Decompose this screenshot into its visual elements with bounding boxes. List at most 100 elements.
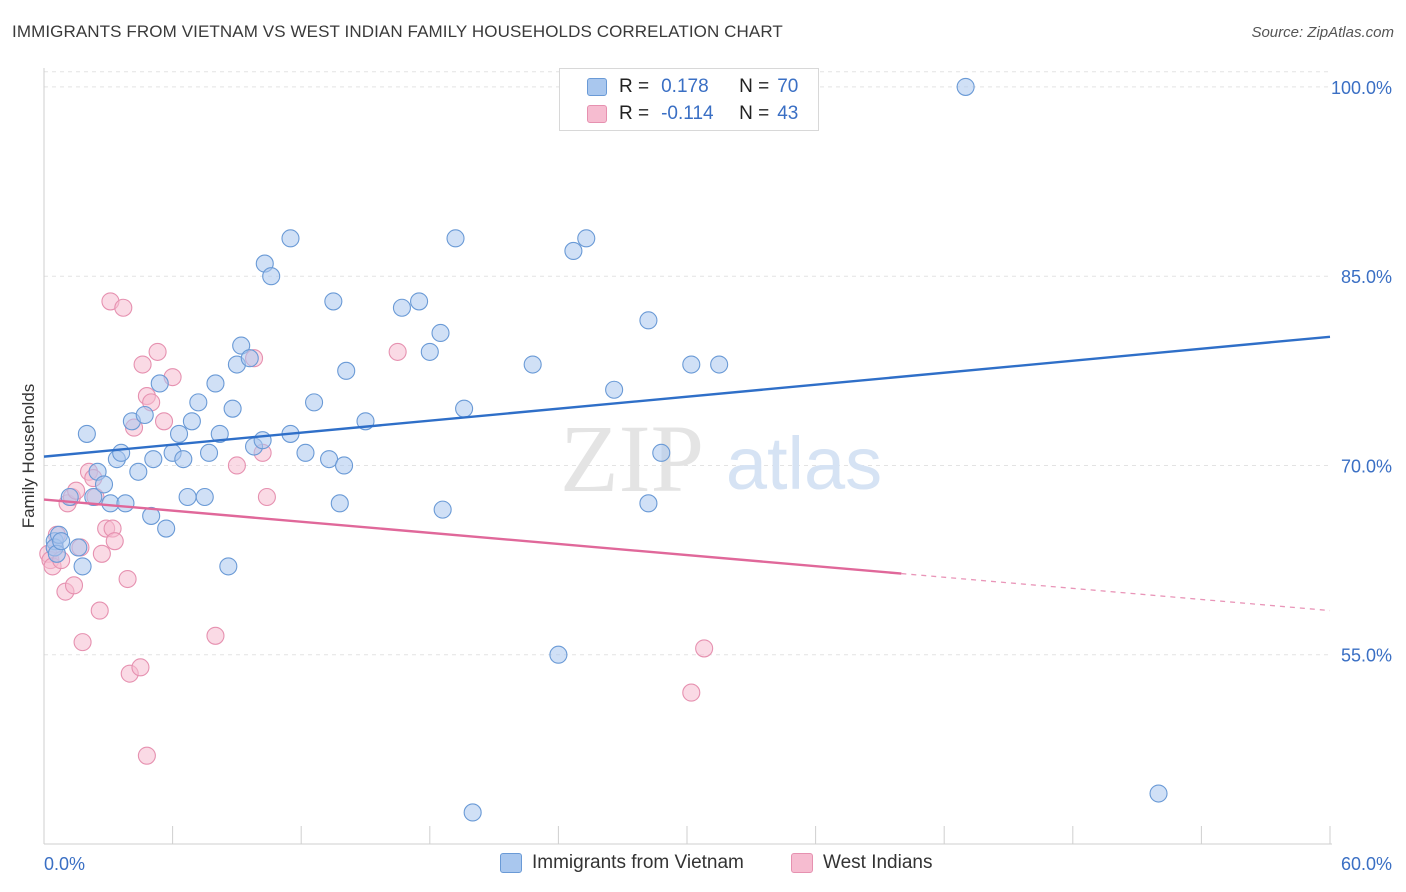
vietnam-point	[144, 450, 163, 469]
legend-row-vietnam: R = 0.178 N = 70	[587, 74, 798, 100]
vietnam-point	[69, 538, 88, 557]
vietnam-point	[956, 77, 975, 96]
vietnam-point	[577, 229, 596, 248]
west-indians-point	[118, 569, 137, 589]
watermark-zip: ZIP	[560, 405, 704, 512]
vietnam-point	[682, 355, 701, 374]
vietnam-point	[335, 456, 354, 475]
vietnam-point	[652, 443, 671, 462]
vietnam-point	[455, 399, 474, 418]
vietnam-point	[135, 405, 154, 425]
legend-r-label: R =	[619, 76, 650, 97]
vietnam-point	[433, 500, 452, 519]
scatter-points	[39, 77, 1168, 822]
vietnam-point	[392, 298, 411, 317]
watermark-atlas: atlas	[726, 422, 882, 505]
y-tick-label: 70.0%	[1341, 456, 1392, 476]
legend-swatch-pink	[587, 105, 607, 123]
vietnam-point	[174, 450, 193, 469]
vietnam-point	[330, 494, 349, 513]
vietnam-point	[564, 241, 583, 261]
west-indians-point	[137, 746, 156, 765]
y-tick-label: 85.0%	[1341, 267, 1392, 287]
legend-n-value: 43	[777, 103, 799, 124]
west-indians-point	[206, 626, 225, 645]
vietnam-point	[639, 311, 658, 330]
legend-n-value: 70	[777, 76, 799, 97]
vietnam-point	[210, 424, 229, 443]
bottom-legend-west-indians: West Indians	[791, 852, 932, 874]
y-tick-label: 100.0%	[1331, 78, 1392, 98]
vietnam-point	[549, 645, 568, 664]
vietnam-point	[639, 494, 658, 513]
legend-swatch-blue	[587, 78, 607, 96]
vietnam-point	[94, 475, 114, 494]
vietnam-point	[219, 557, 238, 576]
vietnam-point	[150, 374, 169, 393]
source-note: Source: ZipAtlas.com	[1251, 24, 1394, 41]
trend-line-solid	[43, 335, 1331, 458]
vietnam-point	[169, 424, 189, 443]
west-indians-point	[105, 532, 124, 551]
vietnam-point	[223, 399, 242, 418]
legend-row-west-indians: R = -0.114 N = 43	[587, 101, 798, 127]
bottom-legend-vietnam: Immigrants from Vietnam	[500, 852, 744, 874]
vietnam-point	[410, 292, 429, 311]
vietnam-point	[195, 487, 214, 507]
x-tick-label-min: 0.0%	[44, 854, 85, 874]
vietnam-point	[84, 487, 103, 507]
west-indians-point	[90, 601, 109, 620]
vietnam-point	[320, 450, 339, 469]
vietnam-point	[73, 557, 92, 576]
vietnam-point	[116, 494, 135, 513]
west-indians-point	[133, 355, 152, 374]
west-indians-point	[92, 544, 111, 563]
correlation-legend: R = 0.178 N = 70 R = -0.114 N = 43	[559, 68, 819, 131]
west-indians-point	[257, 487, 276, 507]
vietnam-point	[1149, 784, 1168, 803]
vietnam-point	[142, 506, 161, 525]
vietnam-point	[337, 361, 356, 380]
vietnam-point	[262, 267, 281, 286]
vietnam-point	[199, 443, 219, 462]
vietnam-point	[281, 229, 300, 248]
y-axis-label: Family Households	[19, 384, 38, 529]
legend-n-label: N =	[739, 103, 770, 124]
west-indians-point	[154, 412, 174, 431]
y-tick-label: 55.0%	[1341, 646, 1392, 666]
vietnam-point	[463, 803, 482, 822]
legend-n-label: N =	[739, 76, 770, 97]
vietnam-point	[112, 443, 131, 462]
west-indians-point	[64, 576, 84, 595]
vietnam-point	[253, 431, 272, 450]
west-indians-point	[114, 298, 133, 317]
vietnam-point	[206, 374, 225, 393]
vietnam-point	[240, 349, 259, 368]
legend-r-value: -0.114	[661, 103, 714, 124]
west-indians-point	[695, 639, 714, 658]
west-indians-point	[131, 658, 150, 677]
vietnam-point	[101, 494, 120, 513]
vietnam-point	[189, 393, 208, 412]
vietnam-point	[129, 462, 148, 481]
chart-title: IMMIGRANTS FROM VIETNAM VS WEST INDIAN F…	[12, 22, 783, 41]
west-indians-point	[227, 456, 246, 475]
bottom-legend-label: West Indians	[823, 852, 933, 873]
trend-line-solid	[43, 498, 902, 575]
vietnam-point	[431, 323, 450, 343]
vietnam-point	[605, 380, 624, 399]
watermark: ZIP atlas	[560, 405, 882, 512]
x-axis-ticks	[43, 826, 1331, 844]
vietnam-point	[178, 487, 197, 507]
vietnam-point	[157, 519, 176, 538]
legend-r-label: R =	[619, 103, 650, 124]
west-indians-point	[148, 342, 167, 361]
vietnam-point	[77, 424, 96, 443]
x-tick-label-max: 60.0%	[1341, 854, 1392, 874]
bottom-legend-swatch-pink	[791, 853, 813, 873]
vietnam-point	[420, 342, 439, 361]
y-axis-tick-labels: 55.0% 70.0% 85.0% 100.0%	[1331, 78, 1392, 666]
vietnam-point	[296, 443, 315, 462]
vietnam-point	[232, 336, 251, 355]
